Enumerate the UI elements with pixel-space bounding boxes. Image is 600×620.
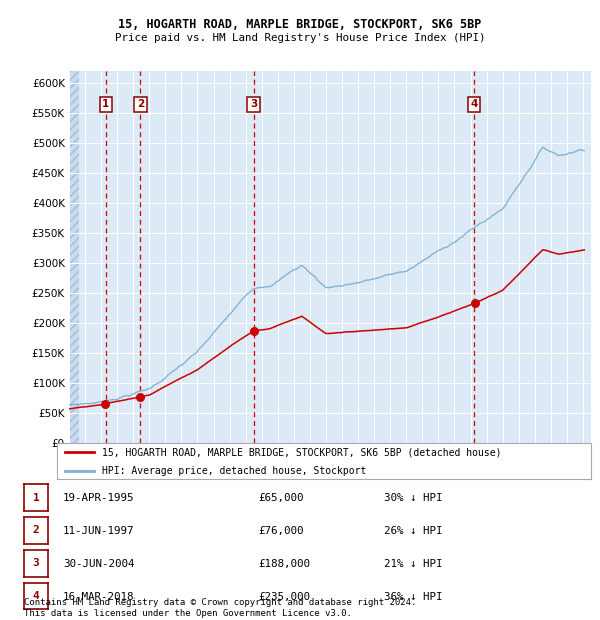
Text: 4: 4 — [32, 591, 40, 601]
Text: 1: 1 — [102, 99, 109, 109]
Text: HPI: Average price, detached house, Stockport: HPI: Average price, detached house, Stoc… — [103, 466, 367, 476]
Text: 30-JUN-2004: 30-JUN-2004 — [63, 559, 134, 569]
Text: 36% ↓ HPI: 36% ↓ HPI — [384, 591, 443, 602]
Text: 3: 3 — [32, 558, 40, 569]
Text: 3: 3 — [250, 99, 257, 109]
Text: 16-MAR-2018: 16-MAR-2018 — [63, 591, 134, 602]
Text: £65,000: £65,000 — [258, 493, 304, 503]
Text: 11-JUN-1997: 11-JUN-1997 — [63, 526, 134, 536]
Text: 4: 4 — [470, 99, 478, 109]
Text: 19-APR-1995: 19-APR-1995 — [63, 493, 134, 503]
Text: Price paid vs. HM Land Registry's House Price Index (HPI): Price paid vs. HM Land Registry's House … — [115, 33, 485, 43]
Text: 15, HOGARTH ROAD, MARPLE BRIDGE, STOCKPORT, SK6 5BP: 15, HOGARTH ROAD, MARPLE BRIDGE, STOCKPO… — [118, 19, 482, 31]
Text: 26% ↓ HPI: 26% ↓ HPI — [384, 526, 443, 536]
Text: 2: 2 — [137, 99, 144, 109]
Text: Contains HM Land Registry data © Crown copyright and database right 2024.: Contains HM Land Registry data © Crown c… — [24, 598, 416, 607]
Text: 1: 1 — [32, 492, 40, 503]
Text: 2: 2 — [32, 525, 40, 536]
Text: This data is licensed under the Open Government Licence v3.0.: This data is licensed under the Open Gov… — [24, 609, 352, 618]
Text: £188,000: £188,000 — [258, 559, 310, 569]
Text: 30% ↓ HPI: 30% ↓ HPI — [384, 493, 443, 503]
Text: 15, HOGARTH ROAD, MARPLE BRIDGE, STOCKPORT, SK6 5BP (detached house): 15, HOGARTH ROAD, MARPLE BRIDGE, STOCKPO… — [103, 448, 502, 458]
Text: £235,000: £235,000 — [258, 591, 310, 602]
Text: £76,000: £76,000 — [258, 526, 304, 536]
Text: 21% ↓ HPI: 21% ↓ HPI — [384, 559, 443, 569]
